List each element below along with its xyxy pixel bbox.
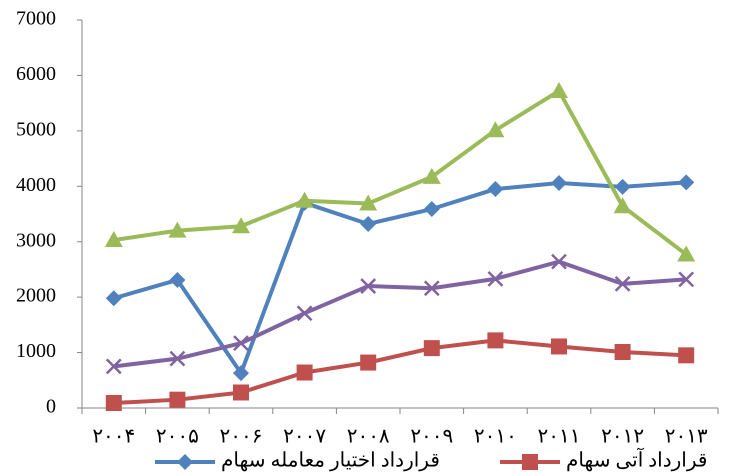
point — [678, 347, 695, 364]
x-tick-label: ۲۰۰۴ — [92, 426, 135, 448]
legend-label: قرارداد اختیار معامله سهام — [221, 450, 440, 472]
x-tick-label: ۲۰۱۱ — [538, 426, 581, 448]
point — [360, 215, 377, 232]
x-tick-label: ۲۰۰۶ — [220, 426, 263, 448]
series-line — [113, 88, 688, 257]
point — [487, 181, 504, 198]
x-tick-label: ۲۰۱۰ — [474, 426, 517, 448]
point — [487, 270, 504, 287]
point — [614, 344, 631, 361]
point — [233, 365, 249, 382]
point — [296, 364, 313, 381]
point — [169, 271, 186, 288]
point — [614, 275, 631, 292]
legend-label: قرارداد آتی سهام — [566, 448, 707, 472]
point — [423, 340, 440, 357]
point — [360, 354, 377, 371]
point — [359, 194, 378, 211]
point — [296, 305, 313, 322]
x-tick-label: ۲۰۰۹ — [410, 426, 453, 448]
x-tick-label: ۲۰۰۵ — [156, 426, 199, 448]
point — [168, 221, 187, 238]
point — [614, 178, 631, 195]
x-tick-label: ۲۰۰۷ — [283, 426, 326, 448]
point — [551, 174, 567, 191]
point — [105, 290, 122, 307]
point — [104, 231, 123, 248]
y-tick-label: 3000 — [16, 229, 56, 251]
series-line — [113, 180, 687, 376]
x-tick-label: ۲۰۰۸ — [347, 426, 390, 448]
y-tick-label: 5000 — [16, 118, 56, 140]
point — [169, 350, 186, 367]
point — [232, 217, 250, 234]
point — [423, 280, 440, 297]
legend-marker — [177, 454, 193, 470]
point — [677, 245, 696, 262]
y-tick-label: 2000 — [16, 285, 56, 307]
y-tick-label: 7000 — [16, 8, 56, 30]
y-tick-label: 1000 — [16, 340, 56, 362]
legend-marker — [522, 454, 538, 470]
point — [105, 395, 122, 412]
series-line — [113, 338, 687, 406]
y-tick-label: 4000 — [16, 174, 56, 196]
y-tick-label: 0 — [46, 396, 56, 418]
y-tick-label: 6000 — [16, 63, 56, 85]
point — [613, 197, 632, 214]
point — [295, 191, 314, 208]
point — [486, 121, 505, 138]
point — [550, 81, 568, 98]
point — [169, 391, 186, 408]
x-tick-label: ۲۰۱۳ — [665, 426, 708, 448]
point — [551, 338, 567, 355]
x-tick-label: ۲۰۱۲ — [601, 426, 644, 448]
point — [678, 174, 695, 191]
point — [233, 384, 249, 401]
point — [233, 335, 249, 352]
point — [360, 278, 377, 294]
point — [105, 358, 122, 375]
point — [422, 167, 441, 184]
series-line — [113, 259, 687, 369]
point — [551, 253, 567, 270]
point — [423, 201, 440, 218]
point — [678, 271, 695, 288]
point — [487, 332, 504, 349]
